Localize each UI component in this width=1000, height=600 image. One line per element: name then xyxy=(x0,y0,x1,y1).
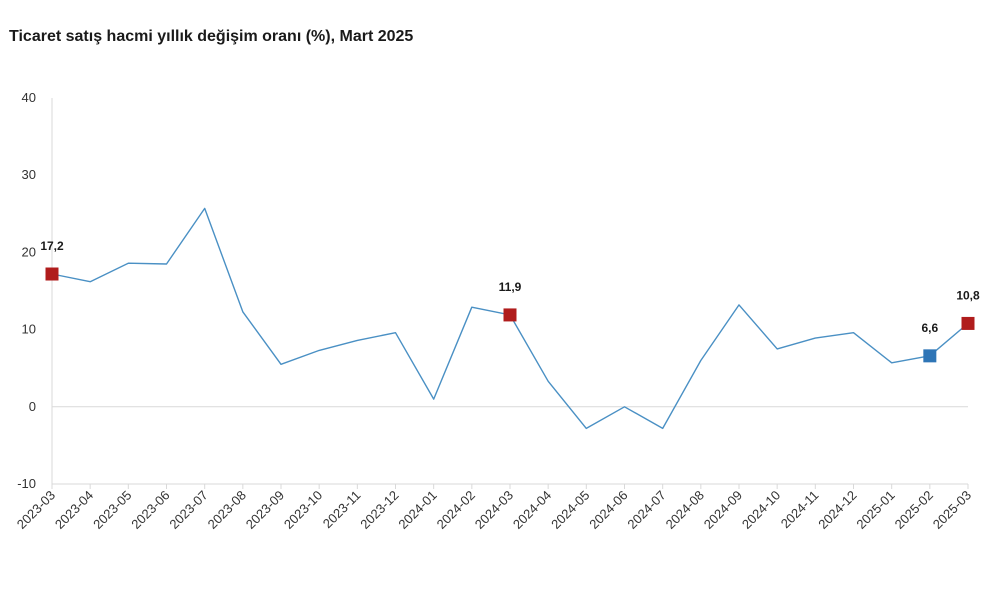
y-tick-label: 0 xyxy=(29,399,36,414)
x-tick-label: 2023-08 xyxy=(205,488,249,532)
data-label: 17,2 xyxy=(40,239,64,253)
x-tick-label: 2023-05 xyxy=(90,488,134,532)
x-tick-label: 2024-01 xyxy=(395,488,439,532)
x-tick-label: 2024-09 xyxy=(701,488,745,532)
data-point-marker xyxy=(961,316,975,330)
data-label: 10,8 xyxy=(956,288,980,302)
x-tick-label: 2024-05 xyxy=(548,488,592,532)
x-tick-label: 2024-07 xyxy=(624,488,668,532)
x-tick-label: 2025-02 xyxy=(892,488,936,532)
data-label: 6,6 xyxy=(921,321,938,335)
x-tick-label: 2025-01 xyxy=(853,488,897,532)
x-tick-label: 2025-03 xyxy=(930,488,974,532)
y-tick-label: 30 xyxy=(22,167,36,182)
x-tick-label: 2024-08 xyxy=(663,488,707,532)
data-point-marker xyxy=(923,349,937,363)
x-tick-label: 2023-06 xyxy=(128,488,172,532)
data-label: 11,9 xyxy=(499,280,522,294)
chart-title: Ticaret satış hacmi yıllık değişim oranı… xyxy=(9,28,414,45)
x-tick-label: 2023-11 xyxy=(320,488,364,532)
x-tick-label: 2024-04 xyxy=(510,488,554,532)
x-tick-label: 2024-12 xyxy=(815,488,859,532)
x-tick-label: 2023-07 xyxy=(166,488,210,532)
x-tick-label: 2023-10 xyxy=(281,488,325,532)
y-tick-label: 20 xyxy=(22,244,36,259)
x-tick-label: 2023-09 xyxy=(243,488,287,532)
x-tick-label: 2023-04 xyxy=(52,488,96,532)
data-point-marker xyxy=(503,308,517,322)
x-tick-label: 2023-12 xyxy=(357,488,401,532)
data-point-marker xyxy=(45,267,59,281)
x-tick-label: 2024-11 xyxy=(778,488,822,532)
x-tick-label: 2023-03 xyxy=(14,488,58,532)
x-tick-label: 2024-10 xyxy=(739,488,783,532)
x-tick-label: 2024-02 xyxy=(434,488,478,532)
y-tick-label: 10 xyxy=(22,322,36,337)
y-tick-label: 40 xyxy=(22,90,36,105)
x-tick-label: 2024-03 xyxy=(472,488,516,532)
y-tick-label: -10 xyxy=(17,476,36,491)
x-tick-label: 2024-06 xyxy=(586,488,630,532)
